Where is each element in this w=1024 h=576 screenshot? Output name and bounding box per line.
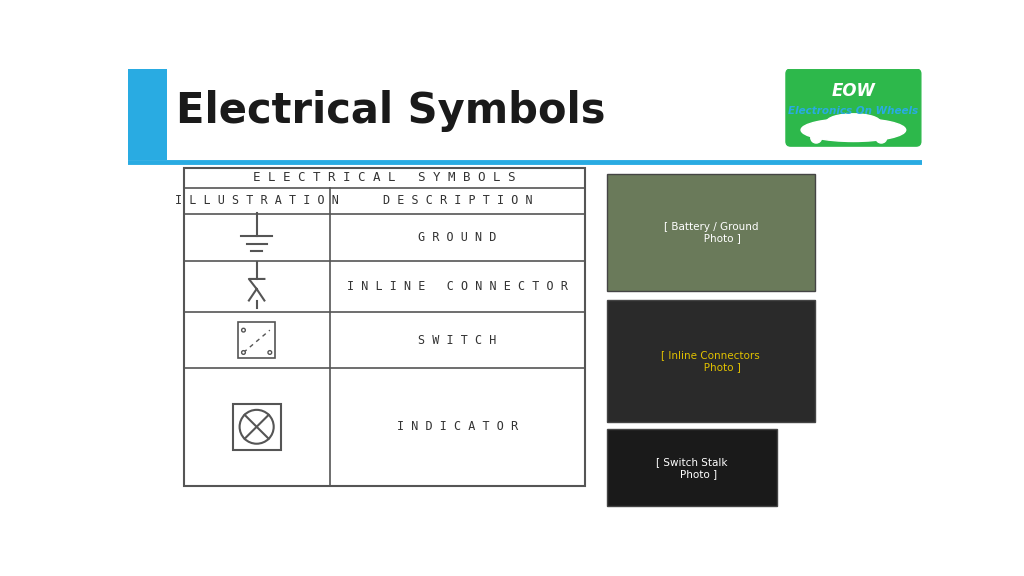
Circle shape (876, 132, 887, 143)
Ellipse shape (801, 119, 905, 142)
FancyBboxPatch shape (183, 168, 586, 486)
Text: [ Switch Stalk
    Photo ]: [ Switch Stalk Photo ] (656, 457, 728, 479)
Circle shape (242, 328, 246, 332)
Text: Electronics On Wheels: Electronics On Wheels (788, 106, 919, 116)
Circle shape (240, 410, 273, 444)
Bar (232, 404, 281, 450)
Text: I N D I C A T O R: I N D I C A T O R (397, 420, 518, 433)
Text: I N L I N E   C O N N E C T O R: I N L I N E C O N N E C T O R (347, 280, 568, 293)
Ellipse shape (826, 114, 881, 131)
Circle shape (242, 351, 246, 354)
Text: EOW: EOW (831, 82, 876, 100)
Text: D E S C R I P T I O N: D E S C R I P T I O N (383, 194, 532, 207)
FancyBboxPatch shape (128, 69, 167, 160)
Text: E L E C T R I C A L   S Y M B O L S: E L E C T R I C A L S Y M B O L S (253, 171, 516, 184)
Text: Electrical Symbols: Electrical Symbols (176, 90, 605, 132)
Text: I L L U S T R A T I O N: I L L U S T R A T I O N (175, 194, 339, 207)
FancyBboxPatch shape (607, 300, 815, 422)
Text: S W I T C H: S W I T C H (418, 334, 497, 347)
Text: [ Battery / Ground
       Photo ]: [ Battery / Ground Photo ] (664, 222, 758, 243)
FancyBboxPatch shape (607, 430, 777, 506)
FancyBboxPatch shape (786, 69, 921, 146)
Text: G R O U N D: G R O U N D (418, 231, 497, 244)
Text: [ Inline Connectors
       Photo ]: [ Inline Connectors Photo ] (662, 350, 760, 372)
Circle shape (268, 351, 271, 354)
Bar (238, 323, 275, 358)
FancyBboxPatch shape (607, 174, 815, 291)
Circle shape (811, 132, 821, 143)
